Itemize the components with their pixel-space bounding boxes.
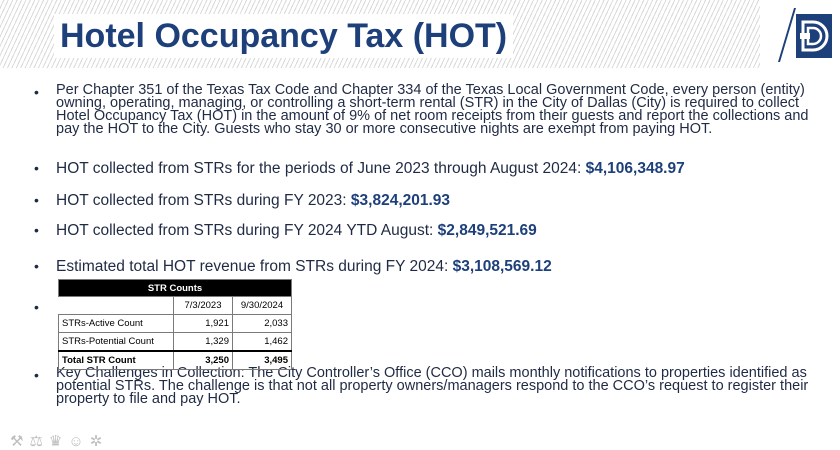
bullet-text: HOT collected from STRs during FY 2024 Y… xyxy=(56,222,438,239)
table-header-row: 7/3/2023 9/30/2024 xyxy=(58,296,292,315)
table-row: STRs-Potential Count 1,329 1,462 xyxy=(58,332,292,352)
bullet-text: HOT collected from STRs for the periods … xyxy=(56,160,586,177)
table-cell: 2,033 xyxy=(232,314,292,333)
table-cell: 1,329 xyxy=(173,332,233,352)
dallas-logo-icon xyxy=(778,8,832,62)
tools-icon: ⚒ xyxy=(10,433,30,450)
column-header: 7/3/2023 xyxy=(173,296,233,315)
bullet-amount: $4,106,348.97 xyxy=(585,160,685,177)
str-counts-table: STR Counts 7/3/2023 9/30/2024 STRs-Activ… xyxy=(58,279,292,370)
table-caption: STR Counts xyxy=(58,279,292,297)
column-header: 9/30/2024 xyxy=(232,296,292,315)
table-cell: 1,921 xyxy=(173,314,233,333)
bullet-text: Estimated total HOT revenue from STRs du… xyxy=(56,258,453,275)
row-label: STRs-Active Count xyxy=(58,314,174,333)
bullet-amount: $2,849,521.69 xyxy=(437,222,537,239)
bullet-glyph: • xyxy=(34,258,39,274)
bullet-amount: $3,824,201.93 xyxy=(350,192,451,209)
table-cell: 3,250 xyxy=(173,350,233,370)
bullet-glyph: • xyxy=(34,222,39,238)
row-label: STRs-Potential Count xyxy=(58,332,174,352)
network-icon: ✲ xyxy=(89,433,109,450)
bullet-glyph: • xyxy=(34,299,39,315)
table-cell: 1,462 xyxy=(232,332,292,352)
bullet-glyph: • xyxy=(34,160,39,176)
trophy-icon: ♛ xyxy=(48,433,69,450)
bullet-glyph: • xyxy=(34,367,39,383)
table-corner xyxy=(58,296,174,315)
bullet-text: Key Challenges in Collection: The City C… xyxy=(56,365,809,407)
page-title: Hotel Occupancy Tax (HOT) xyxy=(54,14,514,58)
people-icon: ☺ xyxy=(68,433,90,450)
bullet-glyph: • xyxy=(34,192,39,208)
footer-icons: ⚒⚖♛☺✲ xyxy=(10,432,200,450)
bullet-amount: $3,108,569.12 xyxy=(452,258,552,275)
bullet-text: Per Chapter 351 of the Texas Tax Code an… xyxy=(56,82,809,137)
table-row: STRs-Active Count 1,921 2,033 xyxy=(58,314,292,333)
bullet-glyph: • xyxy=(34,84,39,100)
table-total-row: Total STR Count 3,250 3,495 xyxy=(58,350,292,370)
bullet-text: HOT collected from STRs during FY 2023: xyxy=(56,192,351,209)
row-label: Total STR Count xyxy=(58,350,174,370)
table-cell: 3,495 xyxy=(232,350,292,370)
scales-icon: ⚖ xyxy=(29,433,49,450)
